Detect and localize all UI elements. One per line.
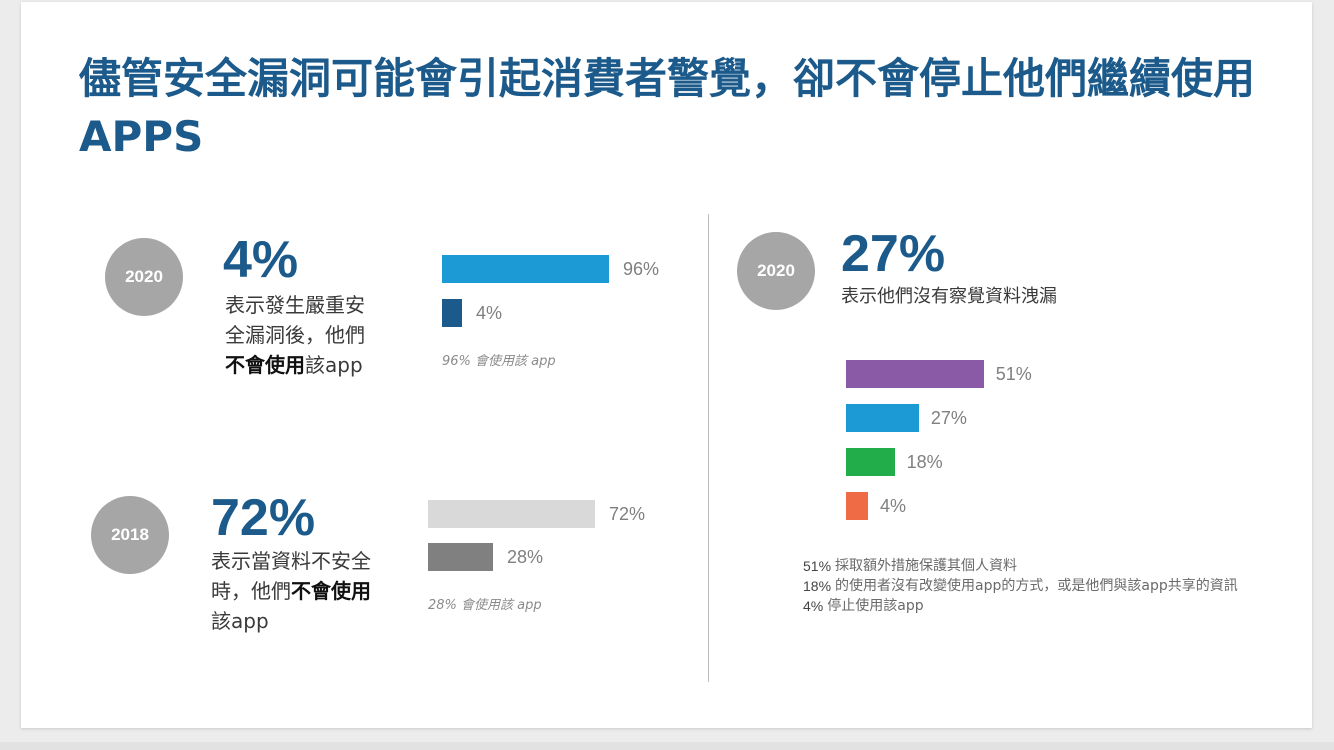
legend-row: 18% 的使用者沒有改變使用app的方式，或是他們與該app共享的資訊 xyxy=(803,576,1273,596)
year-badge-2018: 2018 xyxy=(91,496,169,574)
desc-tail: 該app xyxy=(305,353,363,377)
legend-row: 51% 採取額外措施保護其個人資料 xyxy=(803,556,1273,576)
desc-line: 該app xyxy=(211,609,269,633)
bar-51-percent xyxy=(846,360,984,388)
note-96-use-app: 96% 會使用該 app xyxy=(442,354,556,369)
legend-pct: 4% xyxy=(803,598,824,614)
legend-pct: 51% xyxy=(803,558,832,574)
desc-bold: 不會使用 xyxy=(291,579,371,603)
legend-text: 採取額外措施保護其個人資料 xyxy=(835,558,1018,574)
bar-72-percent xyxy=(428,500,596,528)
bar-28-percent xyxy=(428,543,493,571)
bar-96-percent xyxy=(442,255,610,283)
bar-value-label: 51% xyxy=(995,364,1032,384)
bar-18-percent xyxy=(846,448,895,476)
bottom-strip xyxy=(0,742,1334,750)
bar-value-label: 28% xyxy=(506,547,543,567)
legend-pct: 18% xyxy=(803,578,832,594)
bar-4-percent xyxy=(846,492,868,520)
desc-line: 表示當資料不安全 xyxy=(211,549,371,573)
stat-27-description: 表示他們沒有察覺資料洩漏 xyxy=(841,286,1057,307)
stat-4-percent: 4% xyxy=(223,231,299,289)
bar-27-percent xyxy=(846,404,919,432)
slide-title: 儘管安全漏洞可能會引起消費者警覺，卻不會停止他們繼續使用 APPS xyxy=(79,54,1256,161)
stat-27-percent: 27% xyxy=(841,225,946,283)
stat-72-percent: 72% xyxy=(211,489,316,547)
stat-4-description: 表示發生嚴重安 全漏洞後，他們 不會使用該app xyxy=(225,290,425,380)
bar-value-label: 96% xyxy=(623,259,660,279)
legend-row: 4% 停止使用該app xyxy=(803,596,1273,616)
bar-value-label: 4% xyxy=(880,496,907,516)
legend-text: 停止使用該app xyxy=(827,598,924,614)
bar-value-label: 4% xyxy=(476,303,503,323)
bar-value-label: 72% xyxy=(609,504,646,524)
bar-value-label: 27% xyxy=(930,408,967,428)
year-badge-2020-right: 2020 xyxy=(737,232,815,310)
desc-bold: 不會使用 xyxy=(225,353,305,377)
bar-4-percent xyxy=(442,299,462,327)
desc-line: 全漏洞後，他們 xyxy=(225,323,365,347)
note-28-use-app: 28% 會使用該 app xyxy=(428,598,542,613)
slide: 儘管安全漏洞可能會引起消費者警覺，卻不會停止他們繼續使用 APPS 2020 4… xyxy=(21,2,1312,728)
year-badge-2020-left: 2020 xyxy=(105,238,183,316)
legend-2020-right: 51% 採取額外措施保護其個人資料 18% 的使用者沒有改變使用app的方式，或是他… xyxy=(803,556,1273,616)
desc-pre: 時，他們 xyxy=(211,579,291,603)
vertical-divider xyxy=(708,214,709,682)
bar-value-label: 18% xyxy=(906,452,943,472)
desc-line: 時，他們不會使用 xyxy=(211,576,421,606)
legend-text: 的使用者沒有改變使用app的方式，或是他們與該app共享的資訊 xyxy=(835,578,1238,594)
desc-line: 不會使用該app xyxy=(225,350,425,380)
desc-line: 表示發生嚴重安 xyxy=(225,293,365,317)
stat-72-description: 表示當資料不安全 時，他們不會使用 該app xyxy=(211,546,421,636)
